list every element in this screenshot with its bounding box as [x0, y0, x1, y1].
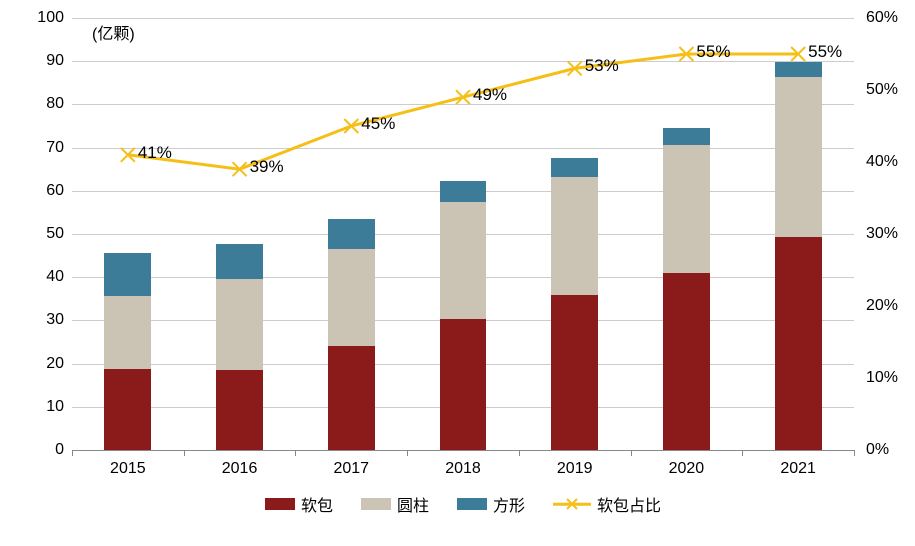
- legend-item: 圆柱: [361, 492, 429, 516]
- y-left-tick-label: 20: [14, 355, 64, 373]
- legend-label: 软包: [301, 492, 333, 516]
- x-tick: [295, 450, 296, 456]
- x-axis-label: 2016: [184, 460, 296, 478]
- legend-swatch: [457, 498, 487, 510]
- legend: 软包 圆柱 方形 软包占比: [72, 492, 854, 516]
- y-left-tick-label: 0: [14, 441, 64, 459]
- x-axis-line: [72, 450, 854, 451]
- y-left-tick-label: 80: [14, 95, 64, 113]
- x-tick: [742, 450, 743, 456]
- y-left-tick-label: 40: [14, 268, 64, 286]
- legend-item: 方形: [457, 492, 525, 516]
- legend-line-swatch: [553, 498, 591, 510]
- x-axis-label: 2018: [407, 460, 519, 478]
- y-right-tick-label: 40%: [866, 153, 898, 171]
- legend-item: 软包占比: [553, 492, 661, 516]
- y-right-tick-label: 0%: [866, 441, 889, 459]
- legend-label: 方形: [493, 492, 525, 516]
- y-right-tick-label: 10%: [866, 369, 898, 387]
- line-point-label: 55%: [696, 42, 730, 62]
- line-point-label: 39%: [250, 157, 284, 177]
- line-point-label: 53%: [585, 56, 619, 76]
- line-point-label: 55%: [808, 42, 842, 62]
- x-tick: [184, 450, 185, 456]
- x-tick: [407, 450, 408, 456]
- line-point-label: 41%: [138, 143, 172, 163]
- y-left-tick-label: 70: [14, 139, 64, 157]
- legend-item: 软包: [265, 492, 333, 516]
- y-left-tick-label: 100: [14, 9, 64, 27]
- x-axis-label: 2021: [742, 460, 854, 478]
- x-axis-label: 2017: [295, 460, 407, 478]
- y-left-tick-label: 30: [14, 311, 64, 329]
- line-series: [72, 18, 854, 450]
- line-point-label: 45%: [361, 114, 395, 134]
- x-axis-label: 2020: [631, 460, 743, 478]
- y-left-tick-label: 90: [14, 52, 64, 70]
- x-axis-label: 2015: [72, 460, 184, 478]
- plot-area: [72, 18, 854, 450]
- y-left-tick-label: 10: [14, 398, 64, 416]
- legend-label: 圆柱: [397, 492, 429, 516]
- line-point-label: 49%: [473, 85, 507, 105]
- unit-label: (亿颗): [92, 20, 135, 44]
- x-tick: [519, 450, 520, 456]
- x-tick: [854, 450, 855, 456]
- y-right-tick-label: 30%: [866, 225, 898, 243]
- y-right-tick-label: 20%: [866, 297, 898, 315]
- x-tick: [72, 450, 73, 456]
- y-left-tick-label: 60: [14, 182, 64, 200]
- x-axis-label: 2019: [519, 460, 631, 478]
- legend-swatch: [361, 498, 391, 510]
- line-path: [128, 54, 798, 169]
- legend-label: 软包占比: [597, 492, 661, 516]
- x-tick: [631, 450, 632, 456]
- combo-chart: 软包 圆柱 方形 软包占比 0 10 20 30 40 50 60 70 80 90 100 0% 10% 20…: [0, 0, 915, 546]
- y-left-tick-label: 50: [14, 225, 64, 243]
- legend-swatch: [265, 498, 295, 510]
- y-right-tick-label: 60%: [866, 9, 898, 27]
- y-right-tick-label: 50%: [866, 81, 898, 99]
